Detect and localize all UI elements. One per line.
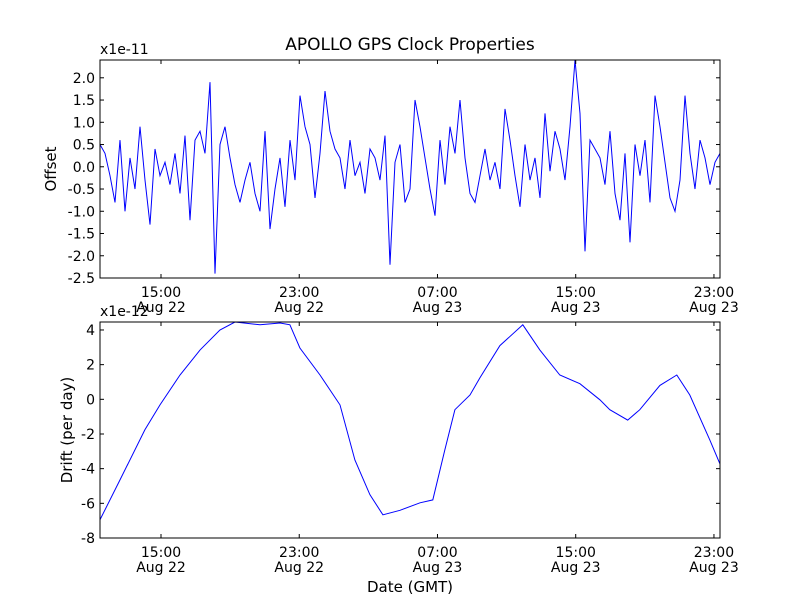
drift-ytick-label: -4	[81, 462, 95, 478]
drift-xtick-label-date: Aug 23	[551, 560, 601, 576]
offset-ytick-label: 1.5	[73, 93, 95, 109]
drift-xtick-label-date: Aug 22	[136, 560, 186, 576]
offset-ytick-label: -1.0	[68, 204, 95, 220]
drift-ytick-label: 2	[86, 358, 95, 374]
drift-plot-frame	[99, 321, 721, 539]
offset-axes: -2.5 -2.0 -1.5 -1.0 -0.5 0.0 0.5 1.0 1.5 2.0 15:00…	[42, 42, 739, 316]
offset-ytick-label: 0.5	[73, 138, 95, 154]
drift-xtick-label-time: 23:00	[279, 545, 319, 561]
drift-series-line	[100, 322, 720, 521]
drift-xtick-label-date: Aug 23	[413, 560, 463, 576]
offset-xtick-label-date: Aug 22	[136, 300, 186, 316]
offset-ytick-label: 0.0	[73, 160, 95, 176]
drift-ytick-label: -8	[81, 531, 95, 547]
drift-ytick-label: 0	[86, 392, 95, 408]
offset-xtick-label-date: Aug 22	[274, 300, 324, 316]
drift-xtick-label-time: 07:00	[417, 545, 457, 561]
offset-xtick-label-date: Aug 23	[689, 300, 739, 316]
offset-xtick-label-time: 23:00	[279, 285, 319, 301]
drift-ytick-label: -2	[81, 427, 95, 443]
offset-y-axis-label: Offset	[42, 146, 60, 191]
drift-xtick-label-time: 15:00	[141, 545, 181, 561]
offset-xtick-label-date: Aug 23	[551, 300, 601, 316]
offset-ytick-label: 2.0	[73, 71, 95, 87]
chart-title: APOLLO GPS Clock Properties	[285, 35, 535, 55]
offset-xtick-label-time: 07:00	[417, 285, 457, 301]
offset-series-line	[100, 60, 720, 274]
drift-ytick-label: 4	[86, 323, 95, 339]
offset-ytick-label: -2.5	[68, 271, 95, 287]
offset-plot-frame	[99, 59, 721, 279]
drift-y-multiplier: x1e-12	[100, 304, 149, 320]
offset-y-multiplier: x1e-11	[100, 42, 149, 58]
offset-xtick-label-date: Aug 23	[413, 300, 463, 316]
x-axis-label: Date (GMT)	[367, 578, 453, 596]
offset-xtick-label-time: 15:00	[141, 285, 181, 301]
offset-xtick-label-time: 15:00	[556, 285, 596, 301]
drift-xtick-label-date: Aug 22	[274, 560, 324, 576]
offset-ytick-label: -2.0	[68, 249, 95, 265]
drift-xtick-label-time: 15:00	[556, 545, 596, 561]
drift-y-axis-label: Drift (per day)	[58, 377, 76, 484]
offset-ytick-label: -1.5	[68, 227, 95, 243]
offset-xtick-label-time: 23:00	[694, 285, 734, 301]
offset-ytick-label: -0.5	[68, 182, 95, 198]
offset-ytick-label: 1.0	[73, 115, 95, 131]
drift-xtick-label-date: Aug 23	[689, 560, 739, 576]
drift-ytick-label: -6	[81, 496, 95, 512]
drift-xtick-label-time: 23:00	[694, 545, 734, 561]
